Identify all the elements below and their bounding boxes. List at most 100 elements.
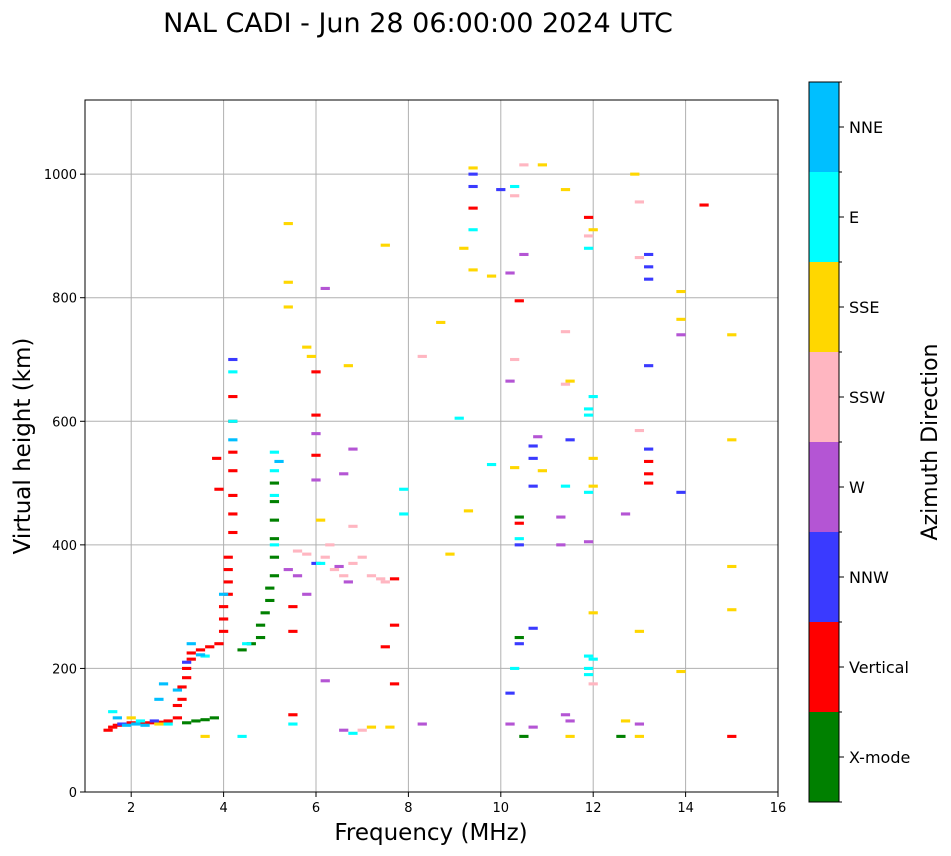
plot-frame [84,99,779,793]
data-point [302,345,312,349]
data-point [510,357,520,362]
data-point [634,629,645,633]
data-point [182,666,192,670]
data-point [417,354,427,358]
data-point [218,629,229,633]
data-point [158,682,169,686]
data-point [177,697,187,701]
data-point [588,484,598,488]
data-point [228,512,238,516]
data-point [727,734,737,738]
series-x-mode [182,481,626,738]
y-axis-label: Virtual height (km) [10,338,36,555]
data-point [583,666,594,670]
data-point [228,370,238,374]
data-point [154,697,164,701]
data-point [519,252,529,257]
colorbar-label: X-mode [849,748,910,767]
data-point [228,530,238,535]
data-point [588,395,598,399]
data-point [620,512,631,516]
data-point [348,731,358,735]
data-point [644,277,654,281]
data-point [292,574,303,578]
data-point [514,299,524,303]
x-tick-label: 6 [312,801,320,816]
data-point [228,469,238,473]
y-tick-label: 800 [52,292,77,307]
data-point [676,669,686,674]
data-point [135,719,146,723]
data-point [329,568,340,572]
data-point [255,623,266,627]
data-point [269,537,280,541]
data-point [583,215,594,219]
data-point [417,722,427,726]
data-point [269,469,280,473]
data-point [519,734,529,738]
data-point [237,734,247,738]
data-point [112,716,122,720]
data-point [727,438,737,442]
data-point [565,438,575,442]
data-point [389,682,400,686]
colorbar-swatch-ssw [809,352,839,442]
data-point [454,416,464,420]
data-point [172,688,183,692]
data-point [348,524,358,528]
data-point [339,472,349,476]
data-point [583,654,594,658]
colorbar-label: E [849,208,859,227]
data-point [699,203,709,207]
data-point [560,484,571,488]
data-point [436,320,446,324]
data-point [191,719,201,723]
y-tick-label: 200 [52,662,77,677]
data-point [583,673,594,677]
data-point [320,679,330,683]
data-point [269,481,280,485]
data-point [343,580,353,584]
data-point [468,184,478,189]
data-point [108,725,118,729]
data-point [644,252,654,257]
colorbar-swatch-nnw [809,532,839,622]
data-point [727,608,737,612]
data-point [348,561,358,565]
data-point [644,364,654,368]
data-point [117,722,127,726]
data-point [634,734,645,738]
data-point [131,722,141,726]
data-point [269,493,280,497]
colorbar-swatch-vertical [809,622,839,712]
data-point [514,521,524,525]
data-point [311,432,321,436]
data-point [265,586,275,590]
data-point [528,444,538,448]
data-point [380,580,390,584]
data-point [357,728,367,732]
data-point [399,512,409,516]
data-point [528,456,538,460]
series-sse [126,163,737,738]
data-point [320,555,330,559]
data-point [242,642,252,646]
data-point [514,537,524,541]
data-point [583,413,594,417]
data-point [311,370,321,374]
data-point [200,734,210,738]
x-tick-label: 10 [493,801,510,816]
data-point [389,577,400,581]
data-point [366,725,377,729]
data-point [676,333,686,337]
data-point [510,184,520,189]
data-point [177,685,187,689]
data-point [505,271,515,275]
data-point [218,592,229,596]
data-point [339,574,349,578]
grid-lines [85,100,779,793]
data-point [588,611,598,615]
data-point [311,453,321,457]
data-point [560,713,571,717]
